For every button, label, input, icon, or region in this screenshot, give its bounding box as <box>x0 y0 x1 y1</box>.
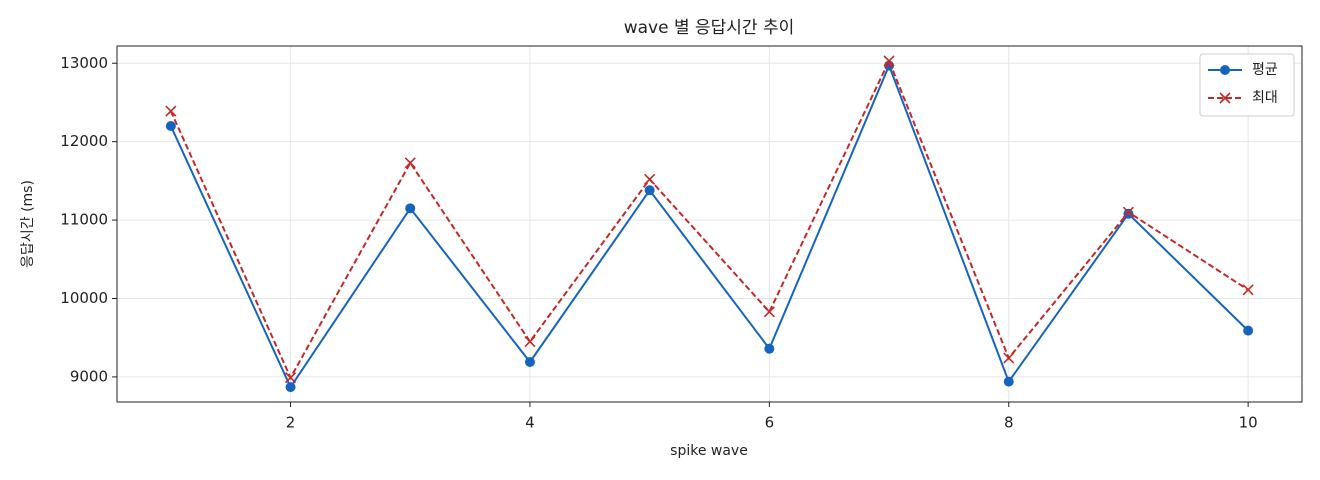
marker <box>1003 376 1014 387</box>
legend-box <box>1199 53 1295 117</box>
marker <box>285 382 296 393</box>
marker <box>884 60 895 71</box>
y-axis-label: 응답시간 (ms) <box>20 180 36 268</box>
marker <box>763 306 775 318</box>
marker <box>644 185 655 196</box>
marker <box>524 336 536 348</box>
y-tick-label: 9000 <box>70 367 108 385</box>
legend-label: 평균 <box>1252 62 1278 78</box>
marker <box>165 105 177 117</box>
x-tick-label: 6 <box>765 414 775 432</box>
y-tick-label: 13000 <box>60 54 108 72</box>
plot-frame <box>116 45 1303 403</box>
legend-marker <box>1219 92 1231 104</box>
marker <box>644 173 656 185</box>
y-tick-label: 10000 <box>60 289 108 307</box>
marker <box>1243 325 1254 336</box>
marker <box>1242 284 1254 296</box>
marker <box>524 357 535 368</box>
x-tick-label: 10 <box>1239 414 1258 432</box>
chart-title: wave 별 응답시간 추이 <box>624 18 795 38</box>
x-tick-label: 2 <box>286 414 296 432</box>
x-axis-label: spike wave <box>670 443 748 459</box>
series-line <box>169 58 1249 380</box>
legend-marker <box>1220 65 1230 75</box>
x-tick-label: 4 <box>525 414 535 432</box>
marker <box>165 120 176 131</box>
marker <box>284 372 297 384</box>
marker <box>404 157 416 169</box>
legend-label: 최대 <box>1252 90 1278 106</box>
series-line <box>169 62 1249 390</box>
x-tick-label: 8 <box>1004 414 1014 432</box>
y-tick-label: 11000 <box>60 211 108 229</box>
marker <box>764 343 775 354</box>
marker <box>405 203 416 214</box>
marker <box>1122 206 1135 218</box>
y-tick-label: 12000 <box>60 132 108 150</box>
marker <box>1003 352 1015 364</box>
marker <box>883 55 895 67</box>
